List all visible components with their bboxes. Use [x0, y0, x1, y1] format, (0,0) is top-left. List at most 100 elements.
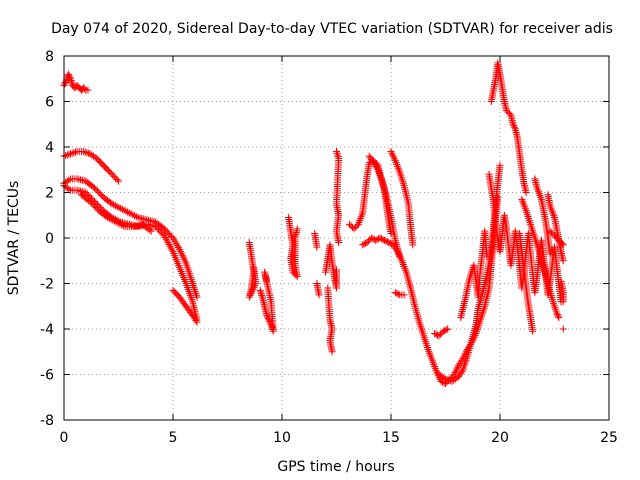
data-point [114, 219, 122, 227]
data-point [193, 318, 201, 326]
data-point [431, 330, 439, 338]
data-point [107, 170, 115, 178]
data-point [372, 236, 380, 244]
data-point [111, 202, 119, 210]
data-point [65, 72, 73, 80]
data-point [373, 164, 381, 172]
data-point [146, 226, 154, 234]
data-point [376, 234, 384, 242]
data-point [192, 316, 200, 324]
data-point [85, 149, 93, 157]
x-tick-labels: 0 5 10 15 20 25 [60, 430, 618, 446]
data-point [104, 214, 112, 222]
data-point [61, 80, 69, 88]
data-point [154, 226, 162, 234]
y-tick-label: -2 [40, 277, 54, 293]
data-point [458, 368, 466, 376]
data-point [391, 289, 399, 297]
data-point [113, 176, 121, 184]
y-tick-label: 0 [45, 231, 54, 247]
data-point [156, 227, 164, 235]
data-point [553, 309, 561, 317]
data-point [61, 79, 69, 87]
data-point [346, 220, 354, 228]
data-point [116, 220, 124, 228]
data-point [559, 241, 567, 249]
data-point [435, 332, 443, 340]
data-point [153, 224, 161, 232]
data-point [64, 70, 72, 78]
data-point [106, 168, 114, 176]
data-point [81, 85, 89, 93]
data-point [67, 150, 75, 158]
data-point [162, 226, 170, 234]
data-point [256, 286, 264, 294]
data-point [118, 205, 126, 213]
data-point [62, 152, 70, 160]
data-point [68, 149, 76, 157]
data-point [68, 80, 76, 88]
data-point [441, 327, 449, 335]
data-point [393, 289, 401, 297]
data-point [167, 244, 175, 252]
data-point [442, 375, 449, 383]
data-point [112, 174, 120, 182]
data-point [379, 236, 387, 244]
data-point [364, 237, 372, 245]
data-point [351, 223, 359, 231]
data-point [385, 239, 393, 247]
data-point [439, 327, 447, 335]
data-point [63, 151, 71, 159]
data-point [119, 222, 127, 230]
y-tick-label: 8 [45, 49, 54, 65]
data-point [380, 236, 388, 244]
axis-ticks [63, 55, 610, 421]
data-point [504, 108, 512, 116]
data-point [125, 209, 133, 217]
data-point [263, 277, 271, 285]
data-point [83, 149, 91, 157]
x-tick-label: 20 [491, 430, 509, 446]
data-point [553, 311, 561, 319]
data-point [120, 206, 128, 214]
data-point [117, 204, 125, 212]
data-point [333, 149, 341, 157]
data-point [112, 218, 120, 226]
data-point [91, 184, 99, 192]
data-point [436, 330, 444, 338]
data-point [92, 185, 100, 193]
data-point [378, 235, 386, 243]
data-point [166, 231, 174, 239]
data-point [549, 230, 557, 238]
data-point [454, 363, 462, 371]
data-point [84, 86, 92, 94]
data-point [81, 148, 89, 156]
data-point [363, 239, 371, 247]
data-point [529, 327, 537, 335]
data-point [160, 225, 168, 233]
y-tick-label: 4 [45, 140, 54, 156]
data-point [263, 311, 271, 319]
x-tick-label: 5 [169, 430, 178, 446]
x-tick-label: 0 [60, 430, 69, 446]
data-point [334, 151, 342, 159]
data-markers [60, 59, 567, 388]
data-point [163, 237, 171, 245]
data-point [350, 225, 358, 233]
data-point [127, 210, 135, 218]
data-point [129, 211, 137, 219]
data-point [65, 185, 73, 193]
data-point [559, 325, 567, 333]
data-point [511, 123, 519, 131]
data-point [268, 322, 276, 330]
data-point [67, 75, 75, 83]
data-point [293, 225, 301, 233]
data-point [165, 229, 173, 237]
data-point [396, 252, 404, 260]
data-point [453, 365, 461, 373]
data-point [258, 291, 266, 299]
data-point [66, 73, 74, 81]
data-point [383, 238, 391, 246]
data-point [70, 149, 78, 157]
